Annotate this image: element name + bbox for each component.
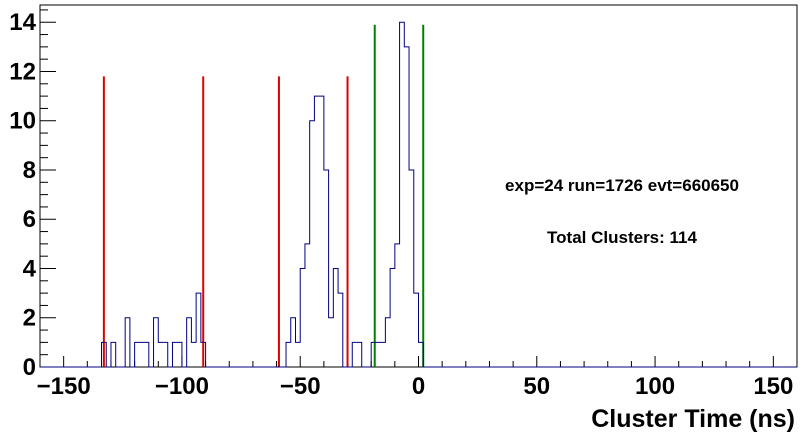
x-axis-title: Cluster Time (ns) <box>591 405 795 433</box>
y-tick-label: 10 <box>9 108 36 135</box>
x-tick-label: 100 <box>635 373 675 400</box>
y-tick-label: 14 <box>9 9 36 36</box>
histogram-series <box>40 21 797 368</box>
y-axis-tick-labels: 0 2 4 6 8 10 12 14 <box>9 9 36 381</box>
x-tick-label: 50 <box>523 373 550 400</box>
total-clusters-annotation: Total Clusters: 114 <box>547 228 697 247</box>
x-axis-tick-labels: −150 −100 −50 0 50 100 150 <box>37 373 794 400</box>
x-tick-label: 0 <box>412 373 425 400</box>
y-tick-label: 12 <box>9 58 36 85</box>
x-tick-label: 150 <box>753 373 793 400</box>
x-tick-label: −50 <box>280 373 321 400</box>
y-tick-label: 8 <box>23 157 36 184</box>
time-window-lines <box>102 24 425 367</box>
x-tick-label: −100 <box>155 373 209 400</box>
y-axis-ticks <box>40 9 56 368</box>
y-tick-label: 2 <box>23 305 36 332</box>
y-tick-label: 0 <box>23 354 36 381</box>
x-tick-label: −150 <box>37 373 91 400</box>
event-info-annotation: exp=24 run=1726 evt=660650 <box>505 176 739 195</box>
y-tick-label: 4 <box>23 255 37 282</box>
y-tick-label: 6 <box>23 206 36 233</box>
